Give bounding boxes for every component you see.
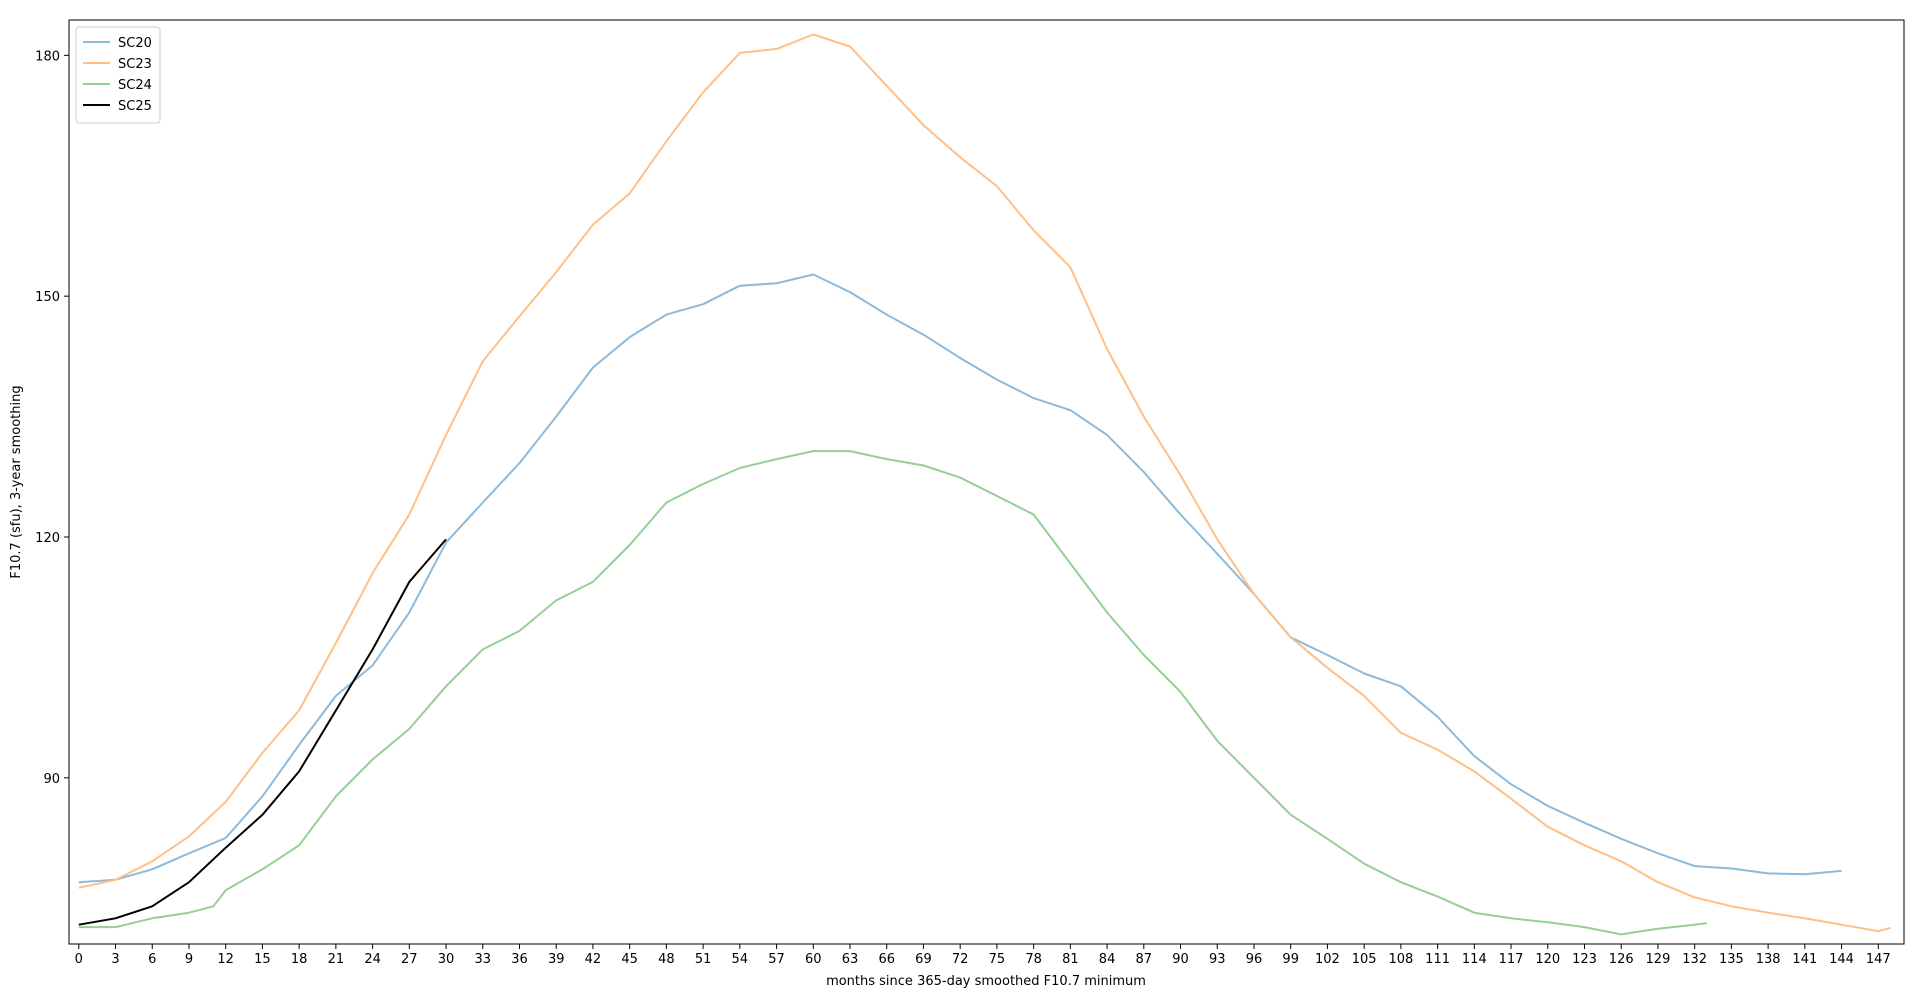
legend-box <box>75 26 161 124</box>
x-tick-label: 87 <box>1136 952 1153 967</box>
x-tick-label: 12 <box>217 952 234 967</box>
series-line <box>78 33 1891 933</box>
y-tick-label: 180 <box>35 49 60 64</box>
x-tick-label: 120 <box>1535 952 1560 967</box>
x-tick-label: 132 <box>1682 952 1707 967</box>
x-tick-label: 90 <box>1172 952 1189 967</box>
x-tick-label: 138 <box>1756 952 1781 967</box>
x-tick-label: 102 <box>1315 952 1340 967</box>
x-tick-label: 54 <box>732 952 749 967</box>
legend-label: SC25 <box>118 99 152 114</box>
x-tick-label: 48 <box>658 952 675 967</box>
x-tick-label: 105 <box>1352 952 1377 967</box>
x-tick-label: 63 <box>842 952 859 967</box>
series-line <box>78 538 447 926</box>
x-tick-label: 21 <box>328 952 345 967</box>
x-tick-label: 144 <box>1829 952 1854 967</box>
x-tick-label: 30 <box>438 952 455 967</box>
x-tick-label: 129 <box>1646 952 1671 967</box>
x-tick-label: 117 <box>1499 952 1524 967</box>
x-tick-label: 93 <box>1209 952 1226 967</box>
x-tick-label: 57 <box>768 952 785 967</box>
x-tick-label: 39 <box>548 952 565 967</box>
x-tick-label: 72 <box>952 952 969 967</box>
x-tick-label: 69 <box>915 952 932 967</box>
x-tick-label: 45 <box>621 952 638 967</box>
x-tick-label: 111 <box>1425 952 1450 967</box>
y-tick-label: 120 <box>35 531 60 546</box>
x-tick-label: 18 <box>291 952 308 967</box>
y-tick-label: 150 <box>35 290 60 305</box>
x-tick-label: 15 <box>254 952 271 967</box>
legend-label: SC23 <box>118 57 152 72</box>
x-tick-label: 0 <box>75 952 83 967</box>
plot-area <box>78 33 1891 936</box>
x-tick-label: 75 <box>989 952 1006 967</box>
x-tick-label: 36 <box>511 952 528 967</box>
x-tick-label: 114 <box>1462 952 1487 967</box>
x-tick-label: 3 <box>111 952 119 967</box>
x-tick-label: 99 <box>1282 952 1299 967</box>
x-tick-label: 24 <box>364 952 381 967</box>
x-tick-label: 66 <box>878 952 895 967</box>
x-tick-label: 141 <box>1792 952 1817 967</box>
legend-label: SC24 <box>118 78 152 93</box>
series-line <box>78 450 1708 936</box>
x-tick-label: 84 <box>1099 952 1116 967</box>
x-tick-label: 6 <box>148 952 156 967</box>
x-tick-label: 51 <box>695 952 712 967</box>
x-tick-label: 147 <box>1866 952 1891 967</box>
legend-label: SC20 <box>118 36 152 51</box>
x-tick-label: 126 <box>1609 952 1634 967</box>
x-tick-label: 60 <box>805 952 822 967</box>
plot-frame <box>68 19 1905 945</box>
x-tick-label: 108 <box>1388 952 1413 967</box>
x-tick-label: 96 <box>1246 952 1263 967</box>
x-tick-label: 81 <box>1062 952 1079 967</box>
x-tick-label: 33 <box>474 952 491 967</box>
x-tick-label: 123 <box>1572 952 1597 967</box>
x-tick-label: 9 <box>185 952 193 967</box>
x-tick-label: 135 <box>1719 952 1744 967</box>
x-tick-label: 42 <box>585 952 602 967</box>
y-tick-label: 90 <box>43 772 60 787</box>
x-tick-label: 27 <box>401 952 418 967</box>
y-axis-label: F10.7 (sfu), 3-year smoothing <box>9 385 24 578</box>
x-tick-label: 78 <box>1025 952 1042 967</box>
series-line <box>78 273 1842 884</box>
x-axis-label: months since 365-day smoothed F10.7 mini… <box>826 974 1146 989</box>
